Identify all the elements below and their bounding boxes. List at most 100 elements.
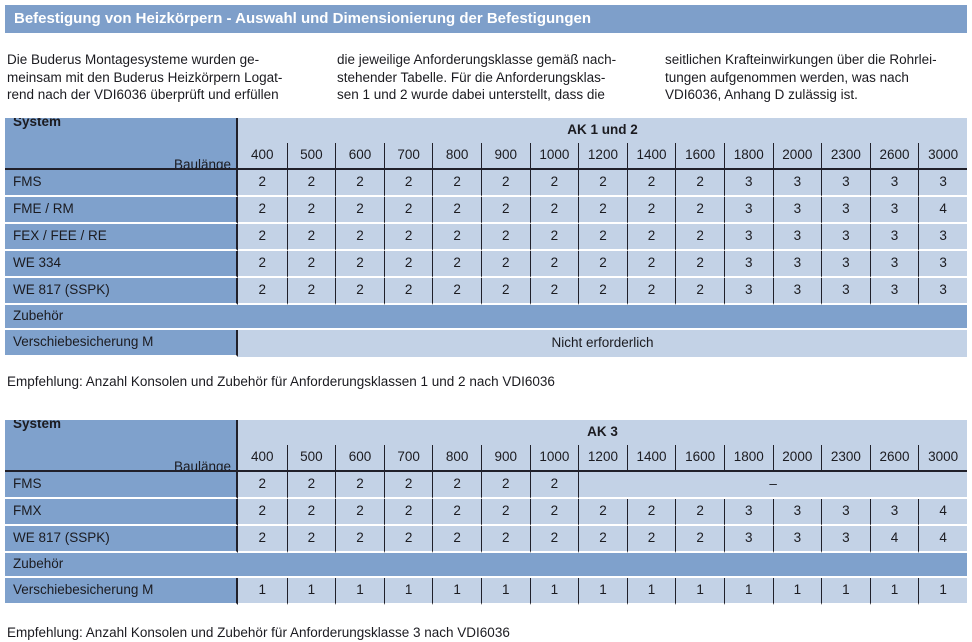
value-cell: 3 — [821, 277, 870, 305]
value-cell: 3 — [918, 250, 967, 278]
accessory-value-cell: 1 — [529, 577, 579, 605]
intro-text: Die Buderus Montagesysteme wurden ge- me… — [7, 51, 967, 104]
value-cell: 2 — [578, 277, 627, 305]
value-cell: 2 — [675, 169, 724, 197]
accessory-value-cell: 1 — [821, 577, 870, 605]
intro-line: Die Buderus Montagesysteme wurden ge- — [7, 52, 260, 67]
value-cell: 2 — [626, 223, 676, 251]
value-cell: 2 — [432, 250, 481, 278]
baulaenge-col-header: 600 — [335, 142, 384, 170]
value-cell: 2 — [383, 525, 433, 553]
value-cell: 3 — [772, 169, 822, 197]
baulaenge-col-header: 400 — [238, 444, 287, 472]
value-cell: 2 — [286, 277, 336, 305]
value-cell: 2 — [529, 498, 579, 526]
zubehoer-section-row: Zubehör — [5, 552, 967, 578]
baulaenge-col-header: 2600 — [869, 142, 919, 170]
value-cell: 2 — [335, 525, 384, 553]
baulaenge-col-header: 3000 — [918, 142, 967, 170]
row-label: WE 817 (SSPK) — [5, 525, 238, 553]
baulaenge-col-header: 500 — [286, 444, 336, 472]
accessory-span-cell: Nicht erforderlich — [238, 329, 967, 357]
baulaenge-col-header: 1400 — [626, 444, 676, 472]
value-cell: 4 — [869, 525, 919, 553]
value-cell: 2 — [432, 223, 481, 251]
zubehoer-label: Zubehör — [5, 304, 967, 330]
intro-column-3: seitlichen Krafteinwirkungen über die Ro… — [665, 51, 967, 104]
accessory-label: Verschiebesicherung M — [5, 329, 238, 357]
row-label: FEX / FEE / RE — [5, 223, 238, 251]
accessory-value-cell: 1 — [480, 577, 530, 605]
baulaenge-col-header: 3000 — [918, 444, 967, 472]
value-cell: 2 — [335, 223, 384, 251]
header-row-1: System Baulänge AK 1 und 2 — [5, 117, 967, 170]
baulaenge-col-header: 600 — [335, 444, 384, 472]
value-cell: 2 — [238, 525, 287, 553]
baulaenge-col-header: 900 — [480, 142, 530, 170]
baulaenge-col-header: 2600 — [869, 444, 919, 472]
accessory-value-cell: 1 — [675, 577, 724, 605]
value-cell: 2 — [383, 250, 433, 278]
value-cell: 2 — [578, 223, 627, 251]
value-cell: 2 — [529, 277, 579, 305]
row-label: FMS — [5, 471, 238, 499]
intro-column-1: Die Buderus Montagesysteme wurden ge- me… — [7, 51, 337, 104]
row-label: FMX — [5, 498, 238, 526]
value-cell: 2 — [480, 223, 530, 251]
value-cell: 3 — [723, 196, 773, 224]
value-cell: 2 — [238, 498, 287, 526]
value-cell: 3 — [918, 169, 967, 197]
value-cell: 4 — [918, 525, 967, 553]
accessory-value-cell: 1 — [238, 577, 287, 605]
value-cell: 3 — [723, 498, 773, 526]
value-cell: 3 — [772, 223, 822, 251]
value-cell: 2 — [286, 525, 336, 553]
value-cell: 2 — [675, 525, 724, 553]
value-cell: 2 — [480, 525, 530, 553]
value-cell: 3 — [821, 169, 870, 197]
intro-column-2: die jeweilige Anforderungsklasse gemäß n… — [337, 51, 665, 104]
accessory-value-cell: 1 — [383, 577, 433, 605]
value-cell: 2 — [675, 250, 724, 278]
value-cell: 2 — [432, 471, 481, 499]
system-header-cell: System Baulänge — [5, 117, 238, 170]
value-cell: 3 — [869, 223, 919, 251]
row-label: FME / RM — [5, 196, 238, 224]
table-row: WE 817 (SSPK) 2 2 2 2 2 2 2 2 2 2 3 3 3 3 3 — [5, 277, 967, 305]
value-cell: 2 — [480, 196, 530, 224]
intro-line: seitlichen Krafteinwirkungen über die Ro… — [665, 52, 937, 67]
value-cell: 3 — [821, 196, 870, 224]
header-row-1: System Baulänge AK 3 — [5, 419, 967, 472]
baulaenge-col-header: 2000 — [772, 444, 822, 472]
accessory-value-cell: 1 — [869, 577, 919, 605]
value-cell: 3 — [918, 223, 967, 251]
table-row: FMS 2 2 2 2 2 2 2– — [5, 471, 967, 499]
value-cell: 2 — [383, 471, 433, 499]
baulaenge-col-header: 900 — [480, 444, 530, 472]
baulaenge-col-header: 800 — [432, 142, 481, 170]
baulaenge-col-header: 2000 — [772, 142, 822, 170]
value-cell: 2 — [238, 277, 287, 305]
value-cell: 3 — [821, 223, 870, 251]
value-cell: 2 — [626, 169, 676, 197]
accessory-value-cell: 1 — [772, 577, 822, 605]
row-label: WE 817 (SSPK) — [5, 277, 238, 305]
value-cell: 3 — [723, 223, 773, 251]
baulaenge-col-header: 1000 — [529, 444, 579, 472]
ak-class-header: AK 1 und 2 — [238, 117, 967, 143]
value-cell: 2 — [383, 498, 433, 526]
value-cell: 3 — [772, 277, 822, 305]
table1-caption: Empfehlung: Anzahl Konsolen und Zubehör … — [7, 373, 555, 389]
intro-line: tungen aufgenommen werden, was nach — [665, 69, 909, 85]
baulaenge-col-header: 1000 — [529, 142, 579, 170]
value-cell: 2 — [238, 250, 287, 278]
value-cell: 2 — [626, 196, 676, 224]
accessory-value-cell: 1 — [335, 577, 384, 605]
baulaenge-col-header: 1200 — [578, 444, 627, 472]
accessory-label: Verschiebesicherung M — [5, 577, 238, 605]
baulaenge-col-header: 700 — [383, 444, 433, 472]
baulaenge-col-header: 1200 — [578, 142, 627, 170]
value-cell: 4 — [918, 196, 967, 224]
value-cell: 2 — [383, 223, 433, 251]
